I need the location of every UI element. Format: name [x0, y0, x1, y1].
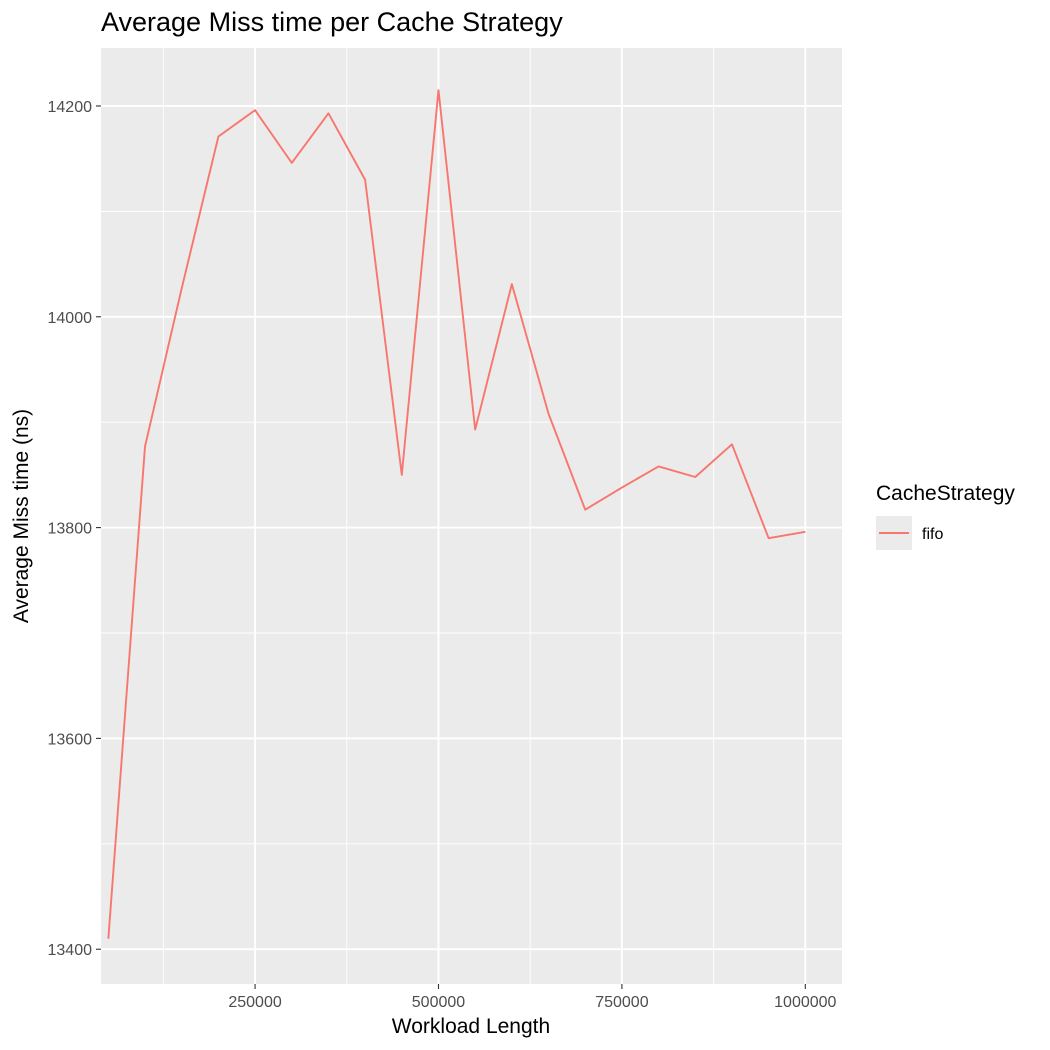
y-tick-label: 14000 — [48, 310, 93, 327]
legend-label-fifo: fifo — [922, 526, 943, 543]
series-layer — [107, 89, 806, 939]
chart-title: Average Miss time per Cache Strategy — [101, 7, 563, 37]
y-tick-label: 13600 — [48, 731, 93, 748]
series-line-fifo — [107, 89, 806, 939]
y-tick-label: 13400 — [48, 942, 93, 959]
y-axis-title: Average Miss time (ns) — [10, 409, 33, 623]
legend: CacheStrategy fifo — [876, 482, 1015, 550]
x-tick-label: 500000 — [412, 994, 465, 1011]
grid-minor — [101, 48, 842, 984]
plot-panel — [101, 48, 842, 984]
legend-title: CacheStrategy — [876, 482, 1015, 505]
y-tick-label: 13800 — [48, 521, 93, 538]
x-axis-title: Workload Length — [392, 1015, 550, 1038]
x-axis: 250000 500000 750000 1000000 — [228, 984, 837, 1011]
x-tick-label: 1000000 — [774, 994, 836, 1011]
grid-major — [101, 48, 842, 984]
y-axis: 13400 13600 13800 14000 14200 — [48, 99, 101, 959]
x-tick-label: 750000 — [595, 994, 648, 1011]
x-tick-label: 250000 — [228, 994, 281, 1011]
y-tick-label: 14200 — [48, 99, 93, 116]
